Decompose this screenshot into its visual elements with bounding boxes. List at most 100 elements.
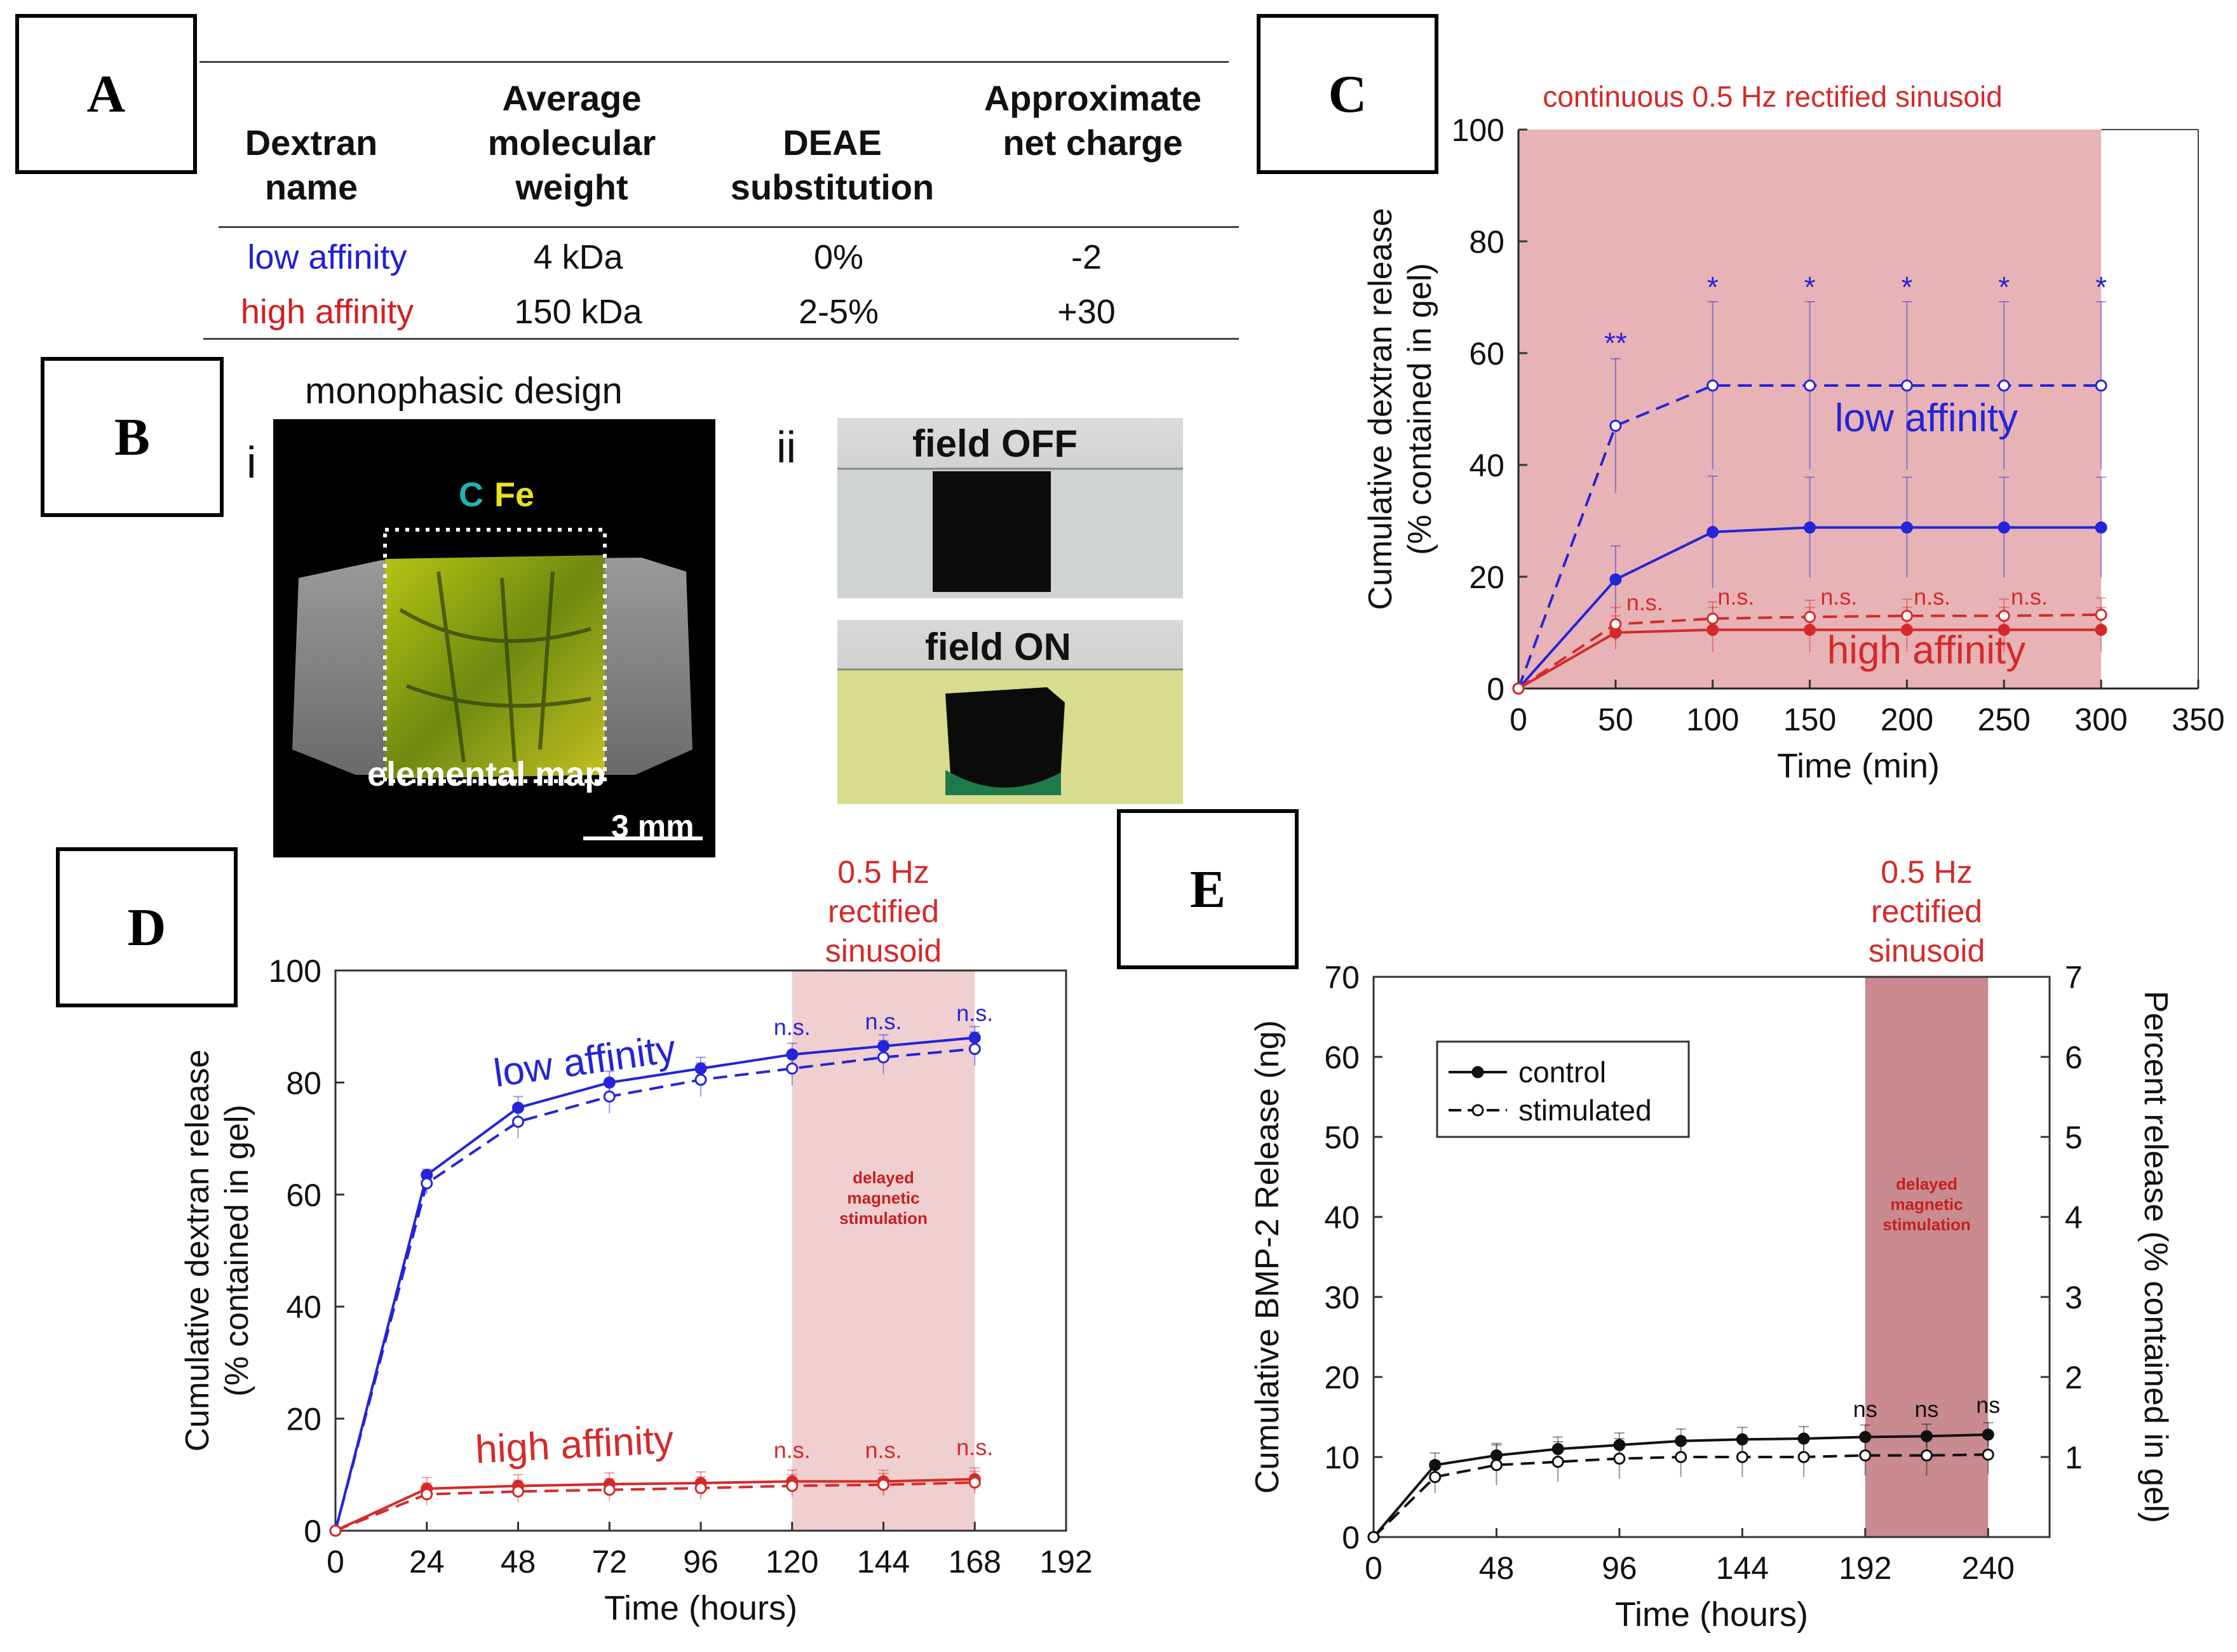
y-tick-label: 20: [286, 1402, 321, 1437]
table-bottom-rule: [203, 338, 1239, 340]
data-point: [1429, 1471, 1442, 1483]
significance-label: ns: [1915, 1396, 1939, 1422]
x-axis-label: Time (hours): [604, 1589, 797, 1627]
x-tick-label: 300: [2074, 702, 2127, 737]
data-point: [968, 1031, 981, 1044]
panel-label-b: B: [41, 357, 224, 517]
y-tick-label: 100: [1452, 112, 1504, 148]
y2-tick-label: 5: [2065, 1120, 2083, 1155]
chart-d: 0 24 48 72 96 120 144 168 192 0 20 40 60 80 100 Time (h…: [179, 854, 1093, 1627]
y-tick-label: 60: [1469, 336, 1504, 372]
legend-marker: [1471, 1066, 1484, 1078]
series-label: high affinity: [474, 1418, 675, 1472]
legend-marker: [1471, 1104, 1484, 1117]
significance-label: *: [1998, 271, 2010, 304]
data-point: [1859, 1431, 1872, 1443]
header-dextran-name: Dextran name: [245, 123, 378, 207]
y-tick-label: 40: [286, 1289, 321, 1325]
y-axis-label: Cumulative BMP-2 Release (ng): [1249, 1020, 1286, 1494]
data-point: [786, 1479, 799, 1492]
label-ii: ii: [776, 422, 797, 472]
y-tick-label: 0: [304, 1514, 321, 1549]
x-tick-label: 150: [1783, 702, 1836, 737]
y-axis-label-line1: Cumulative dextran release: [1362, 208, 1399, 610]
data-point: [1613, 1453, 1626, 1465]
y2-axis-label: Percent release (% contained in gel): [2137, 991, 2174, 1523]
significance-label: n.s.: [2011, 584, 2048, 610]
data-point: [603, 1090, 616, 1103]
data-point: [603, 1484, 616, 1496]
data-point: [1367, 1531, 1380, 1543]
series-line: [335, 1477, 975, 1532]
x-tick-label: 0: [1510, 702, 1527, 737]
chart-title-line: sinusoid: [825, 933, 942, 969]
data-point: [1997, 624, 2010, 636]
data-point: [1804, 521, 1816, 534]
data-point: [329, 1524, 342, 1537]
data-point: [2095, 379, 2107, 392]
significance-label: n.s.: [774, 1437, 811, 1463]
data-point: [1900, 379, 1913, 392]
data-point: [1804, 610, 1816, 623]
label-i: i: [247, 438, 257, 487]
y-tick-label: 40: [1469, 448, 1504, 483]
significance-label: n.s.: [956, 1000, 993, 1026]
data-point: [694, 1073, 707, 1086]
data-point: [512, 1101, 524, 1114]
y-tick-label: 50: [1324, 1120, 1360, 1155]
chart-title-line: rectified: [1871, 894, 1982, 929]
data-point: [1804, 624, 1816, 636]
x-axis-label: Time (hours): [1615, 1595, 1808, 1634]
row-high-charge: +30: [1057, 293, 1116, 331]
x-tick-label: 50: [1598, 702, 1633, 737]
data-point: [968, 1042, 981, 1055]
x-tick-label: 48: [1479, 1550, 1515, 1586]
y-tick-label: 0: [1487, 671, 1504, 707]
elemental-map-drawing: [292, 528, 703, 840]
data-point: [1997, 379, 2010, 392]
monophasic-title: monophasic design: [305, 370, 623, 412]
y2-tick-label: 6: [2065, 1040, 2083, 1075]
data-point: [1921, 1430, 1933, 1442]
data-point: [512, 1485, 524, 1498]
y-tick-label: 40: [1324, 1200, 1360, 1235]
y-tick-label: 30: [1324, 1280, 1360, 1315]
data-point: [1609, 618, 1622, 631]
data-point: [1982, 1448, 1994, 1461]
series-label: high affinity: [1827, 628, 2026, 672]
x-tick-label: 350: [2172, 702, 2224, 737]
x-tick-label: 100: [1686, 702, 1739, 737]
significance-label: **: [1604, 326, 1627, 359]
data-point: [1997, 610, 2010, 622]
field-off-photo: [837, 418, 1183, 598]
y-tick-label: 0: [1342, 1520, 1360, 1555]
chart-c: 0 50 100 150 200 250 300 350 0 20 40 60 80 100 Time (m…: [1362, 80, 2225, 785]
data-point: [1429, 1459, 1442, 1472]
data-point: [1997, 521, 2010, 534]
x-tick-label: 144: [1716, 1550, 1769, 1586]
data-point: [786, 1062, 799, 1075]
row-low-deae: 0%: [813, 238, 864, 276]
data-point: [1706, 526, 1719, 539]
shade-text-line: stimulation: [839, 1209, 928, 1228]
data-point: [877, 1051, 889, 1064]
data-point: [512, 1115, 524, 1128]
table-top-rule: [199, 61, 1229, 63]
legend-label: control: [1518, 1056, 1606, 1089]
y-tick-label: 60: [1324, 1040, 1360, 1075]
series-label: low affinity: [1835, 396, 2018, 440]
x-tick-label: 48: [501, 1544, 536, 1580]
data-point: [421, 1177, 433, 1190]
y-tick-label: 100: [269, 953, 321, 989]
data-point: [968, 1476, 981, 1489]
header-molecular-weight: Average molecular weight: [487, 78, 656, 207]
row-low-name: low affinity: [247, 238, 407, 276]
data-point: [694, 1482, 707, 1494]
x-tick-label: 250: [1978, 702, 2031, 737]
significance-label: n.s.: [956, 1434, 993, 1460]
data-point: [1706, 624, 1719, 636]
chart-title: continuous 0.5 Hz rectified sinusoid: [1543, 80, 2003, 113]
y-axis-label-line2: (% contained in gel): [219, 1105, 255, 1397]
data-point: [1797, 1432, 1810, 1445]
y-tick-label: 10: [1324, 1440, 1360, 1475]
